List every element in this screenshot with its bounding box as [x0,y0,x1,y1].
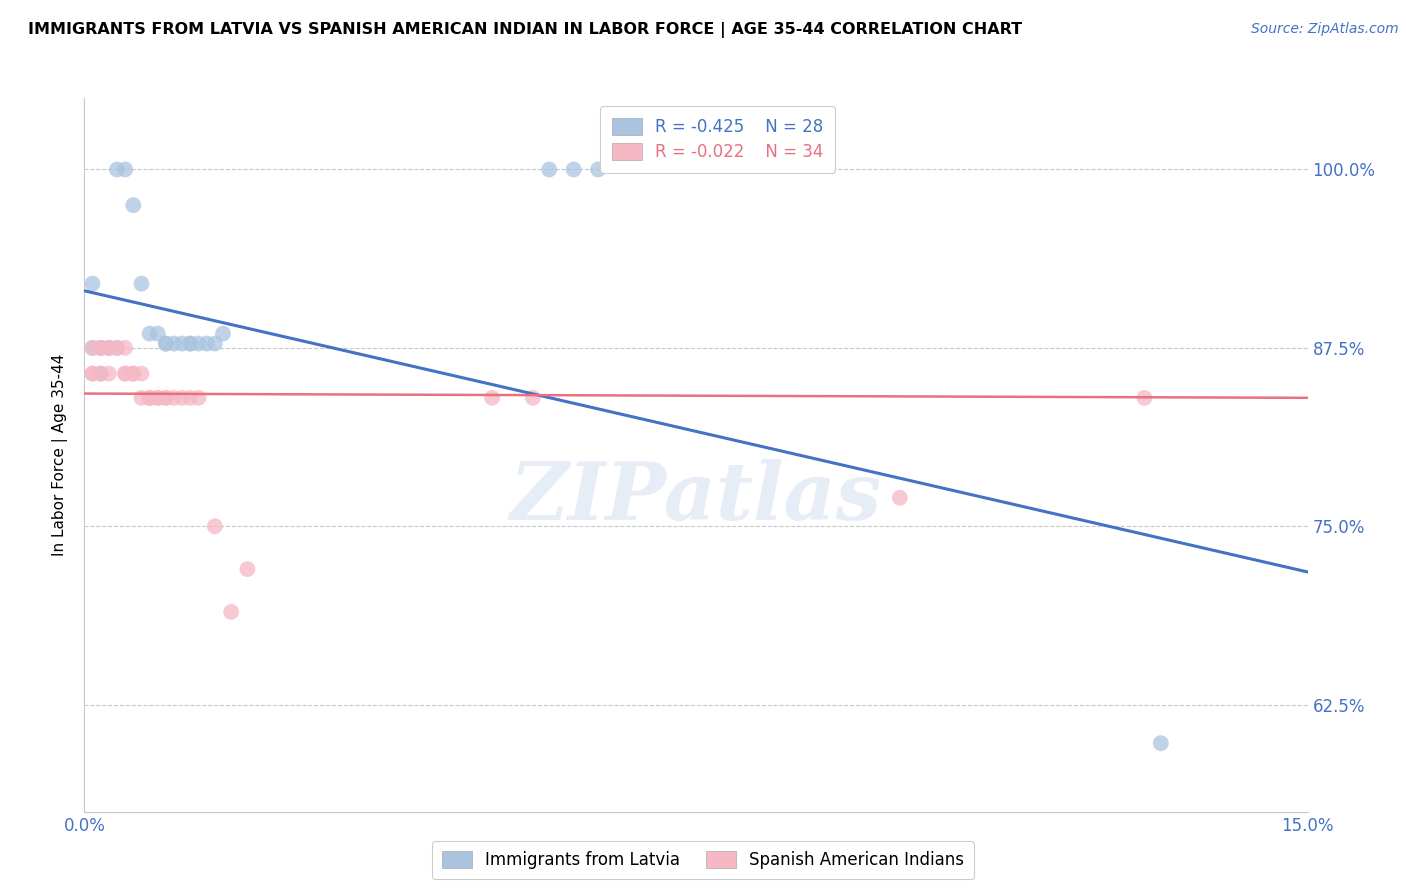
Legend: Immigrants from Latvia, Spanish American Indians: Immigrants from Latvia, Spanish American… [432,841,974,880]
Point [131,391,153,405]
Point [122,367,145,381]
Point [97,341,120,355]
Point [105,341,128,355]
Y-axis label: In Labor Force | Age 35-44: In Labor Force | Age 35-44 [52,354,69,556]
Point [179,391,201,405]
Text: Source: ZipAtlas.com: Source: ZipAtlas.com [1251,22,1399,37]
Point [187,391,209,405]
Point [172,391,194,405]
Text: ZIPatlas: ZIPatlas [510,459,882,536]
Point [90,341,112,355]
Point [163,336,186,351]
Point [131,367,153,381]
Point [122,367,145,381]
Legend: R = -0.425    N = 28, R = -0.022    N = 34: R = -0.425 N = 28, R = -0.022 N = 34 [600,106,835,173]
Point [82,341,104,355]
Point [97,341,120,355]
Point [195,336,218,351]
Point [105,162,128,177]
Point [219,605,242,619]
Point [179,336,201,351]
Point [138,391,160,405]
Point [212,326,235,341]
Point [172,336,194,351]
Point [97,341,120,355]
Point [97,341,120,355]
Point [146,326,169,341]
Point [155,336,177,351]
Point [155,391,177,405]
Point [481,391,503,405]
Point [538,162,561,177]
Point [114,162,136,177]
Point [90,367,112,381]
Point [204,519,226,533]
Point [114,367,136,381]
Point [236,562,259,576]
Point [138,326,160,341]
Point [90,341,112,355]
Point [889,491,911,505]
Point [97,367,120,381]
Point [114,341,136,355]
Point [155,336,177,351]
Point [179,336,201,351]
Point [82,341,104,355]
Point [122,198,145,212]
Point [82,367,104,381]
Point [1150,736,1173,750]
Point [562,162,585,177]
Point [146,391,169,405]
Point [131,277,153,291]
Point [522,391,544,405]
Text: IMMIGRANTS FROM LATVIA VS SPANISH AMERICAN INDIAN IN LABOR FORCE | AGE 35-44 COR: IMMIGRANTS FROM LATVIA VS SPANISH AMERIC… [28,22,1022,38]
Point [586,162,609,177]
Point [187,336,209,351]
Point [146,391,169,405]
Point [114,367,136,381]
Point [204,336,226,351]
Point [82,367,104,381]
Point [90,341,112,355]
Point [155,391,177,405]
Point [138,391,160,405]
Point [105,341,128,355]
Point [82,277,104,291]
Point [163,391,186,405]
Point [1133,391,1156,405]
Point [90,367,112,381]
Point [90,341,112,355]
